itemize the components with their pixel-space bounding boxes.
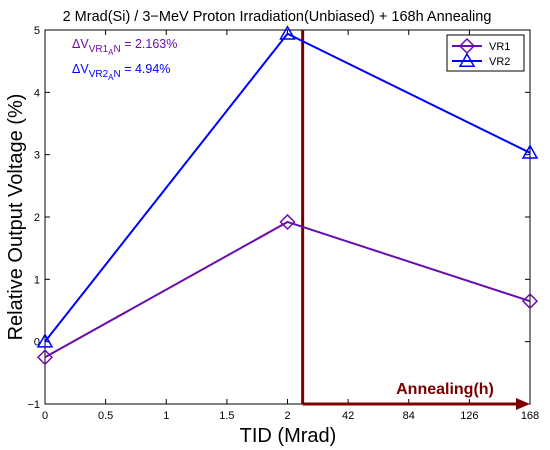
y-tick-label: 0	[34, 337, 40, 349]
x-tick-label: 84	[403, 410, 415, 422]
y-tick-label: 3	[34, 150, 40, 162]
annealing-arrow-head	[516, 398, 530, 410]
y-tick-label: 2	[34, 212, 40, 224]
delta-annotation: ΔVVR1AN = 2.163%	[72, 37, 177, 57]
series-line-vr2	[44, 32, 531, 343]
chart-title: 2 Mrad(Si) / 3−MeV Proton Irradiation(Un…	[63, 9, 492, 25]
legend-marker-vr2	[458, 52, 476, 67]
series-line-vr1	[44, 220, 531, 359]
legend-label: VR1	[489, 41, 510, 53]
x-tick-label: 168	[521, 410, 539, 422]
legend-label: VR2	[489, 56, 510, 68]
y-tick-label: 4	[34, 87, 40, 99]
x-tick-label: 0	[42, 410, 48, 422]
y-tick-label: 5	[34, 25, 40, 37]
x-tick-label: 42	[342, 410, 354, 422]
data-point-vr1	[36, 349, 54, 366]
x-tick-label: 126	[460, 410, 478, 422]
plot-area	[44, 29, 531, 405]
y-tick-labels: −1 0 1 2 3 4 5	[27, 25, 40, 411]
data-point-vr1	[279, 213, 296, 231]
data-point-vr2	[36, 333, 54, 348]
data-point-vr2	[521, 144, 539, 159]
delta-annotation: ΔVVR2AN = 4.94%	[72, 62, 170, 82]
x-axis-label: TID (Mrad)	[240, 425, 337, 447]
data-point-vr2	[279, 25, 296, 40]
delta-annotations: ΔVVR1AN = 2.163% ΔVVR2AN = 4.94%	[72, 37, 177, 82]
y-tick-label: 1	[34, 274, 40, 286]
annealing-label: Annealing(h)	[396, 381, 494, 398]
x-tick-label: 1.5	[219, 410, 234, 422]
data-point-vr1	[521, 293, 539, 310]
x-tick-label: 2	[284, 410, 290, 422]
annealing-indicator: Annealing(h)	[301, 30, 530, 410]
y-axis-label: Relative Output Voltage (%)	[5, 94, 27, 341]
y-tick-label: −1	[27, 399, 40, 411]
legend-box	[446, 34, 525, 72]
tick-marks	[44, 29, 531, 405]
x-tick-labels: 0 0.5 1 1.5 2 42 84 126 168	[42, 410, 539, 422]
x-tick-label: 0.5	[98, 410, 113, 422]
series-group	[36, 25, 539, 366]
x-tick-label: 1	[163, 410, 169, 422]
